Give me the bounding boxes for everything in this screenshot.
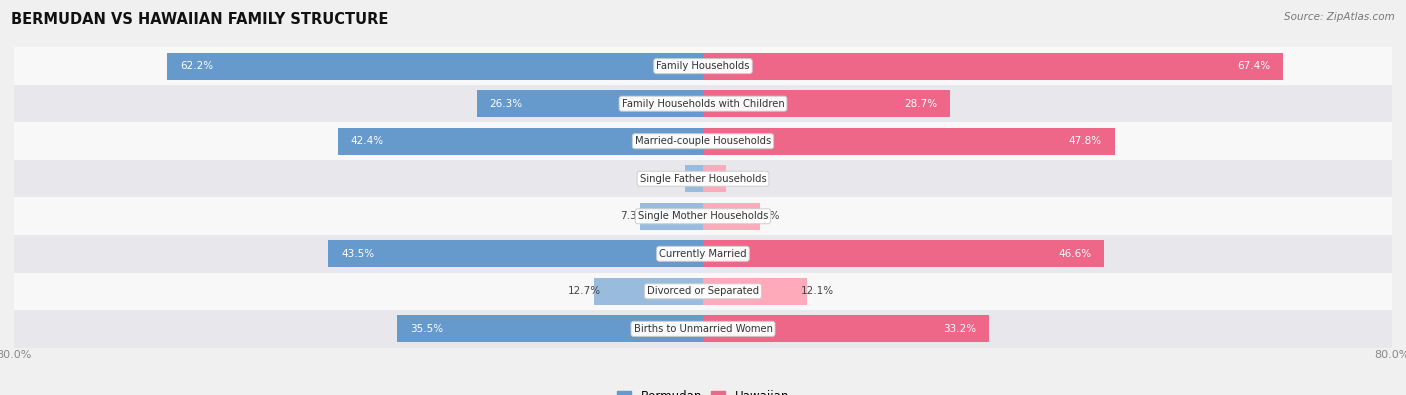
Text: 26.3%: 26.3%	[489, 99, 523, 109]
Text: 62.2%: 62.2%	[180, 61, 214, 71]
Bar	[14, 198, 1392, 235]
Text: Family Households: Family Households	[657, 61, 749, 71]
Text: 42.4%: 42.4%	[350, 136, 384, 146]
Text: Births to Unmarried Women: Births to Unmarried Women	[634, 324, 772, 334]
Text: 6.6%: 6.6%	[754, 211, 779, 221]
Text: 12.1%: 12.1%	[800, 286, 834, 296]
Bar	[14, 122, 1392, 160]
Bar	[337, 128, 703, 155]
Text: 2.1%: 2.1%	[665, 174, 692, 184]
Bar	[14, 85, 1392, 122]
Text: 7.3%: 7.3%	[620, 211, 647, 221]
Legend: Bermudan, Hawaiian: Bermudan, Hawaiian	[612, 385, 794, 395]
Text: 67.4%: 67.4%	[1237, 61, 1271, 71]
Text: 46.6%: 46.6%	[1059, 249, 1091, 259]
Bar	[703, 240, 1104, 267]
Bar	[703, 203, 759, 230]
Bar	[14, 235, 1392, 273]
Text: 47.8%: 47.8%	[1069, 136, 1102, 146]
Text: 12.7%: 12.7%	[568, 286, 600, 296]
Text: 28.7%: 28.7%	[904, 99, 938, 109]
Text: Source: ZipAtlas.com: Source: ZipAtlas.com	[1284, 12, 1395, 22]
Text: Single Father Households: Single Father Households	[640, 174, 766, 184]
Text: Single Mother Households: Single Mother Households	[638, 211, 768, 221]
Bar	[14, 47, 1392, 85]
Bar	[167, 53, 703, 80]
Text: 35.5%: 35.5%	[411, 324, 443, 334]
Bar	[640, 203, 703, 230]
Bar	[593, 278, 703, 305]
Bar	[398, 315, 703, 342]
Bar	[703, 165, 727, 192]
Text: Family Households with Children: Family Households with Children	[621, 99, 785, 109]
Text: Married-couple Households: Married-couple Households	[636, 136, 770, 146]
Bar	[685, 165, 703, 192]
Bar	[14, 160, 1392, 198]
Text: 2.7%: 2.7%	[720, 174, 745, 184]
Bar	[703, 90, 950, 117]
Bar	[703, 315, 988, 342]
Text: 43.5%: 43.5%	[342, 249, 374, 259]
Bar	[703, 128, 1115, 155]
Bar	[329, 240, 703, 267]
Bar	[703, 53, 1284, 80]
Text: 33.2%: 33.2%	[943, 324, 976, 334]
Text: BERMUDAN VS HAWAIIAN FAMILY STRUCTURE: BERMUDAN VS HAWAIIAN FAMILY STRUCTURE	[11, 12, 388, 27]
Bar	[14, 310, 1392, 348]
Bar	[477, 90, 703, 117]
Bar	[703, 278, 807, 305]
Text: Currently Married: Currently Married	[659, 249, 747, 259]
Bar	[14, 273, 1392, 310]
Text: Divorced or Separated: Divorced or Separated	[647, 286, 759, 296]
